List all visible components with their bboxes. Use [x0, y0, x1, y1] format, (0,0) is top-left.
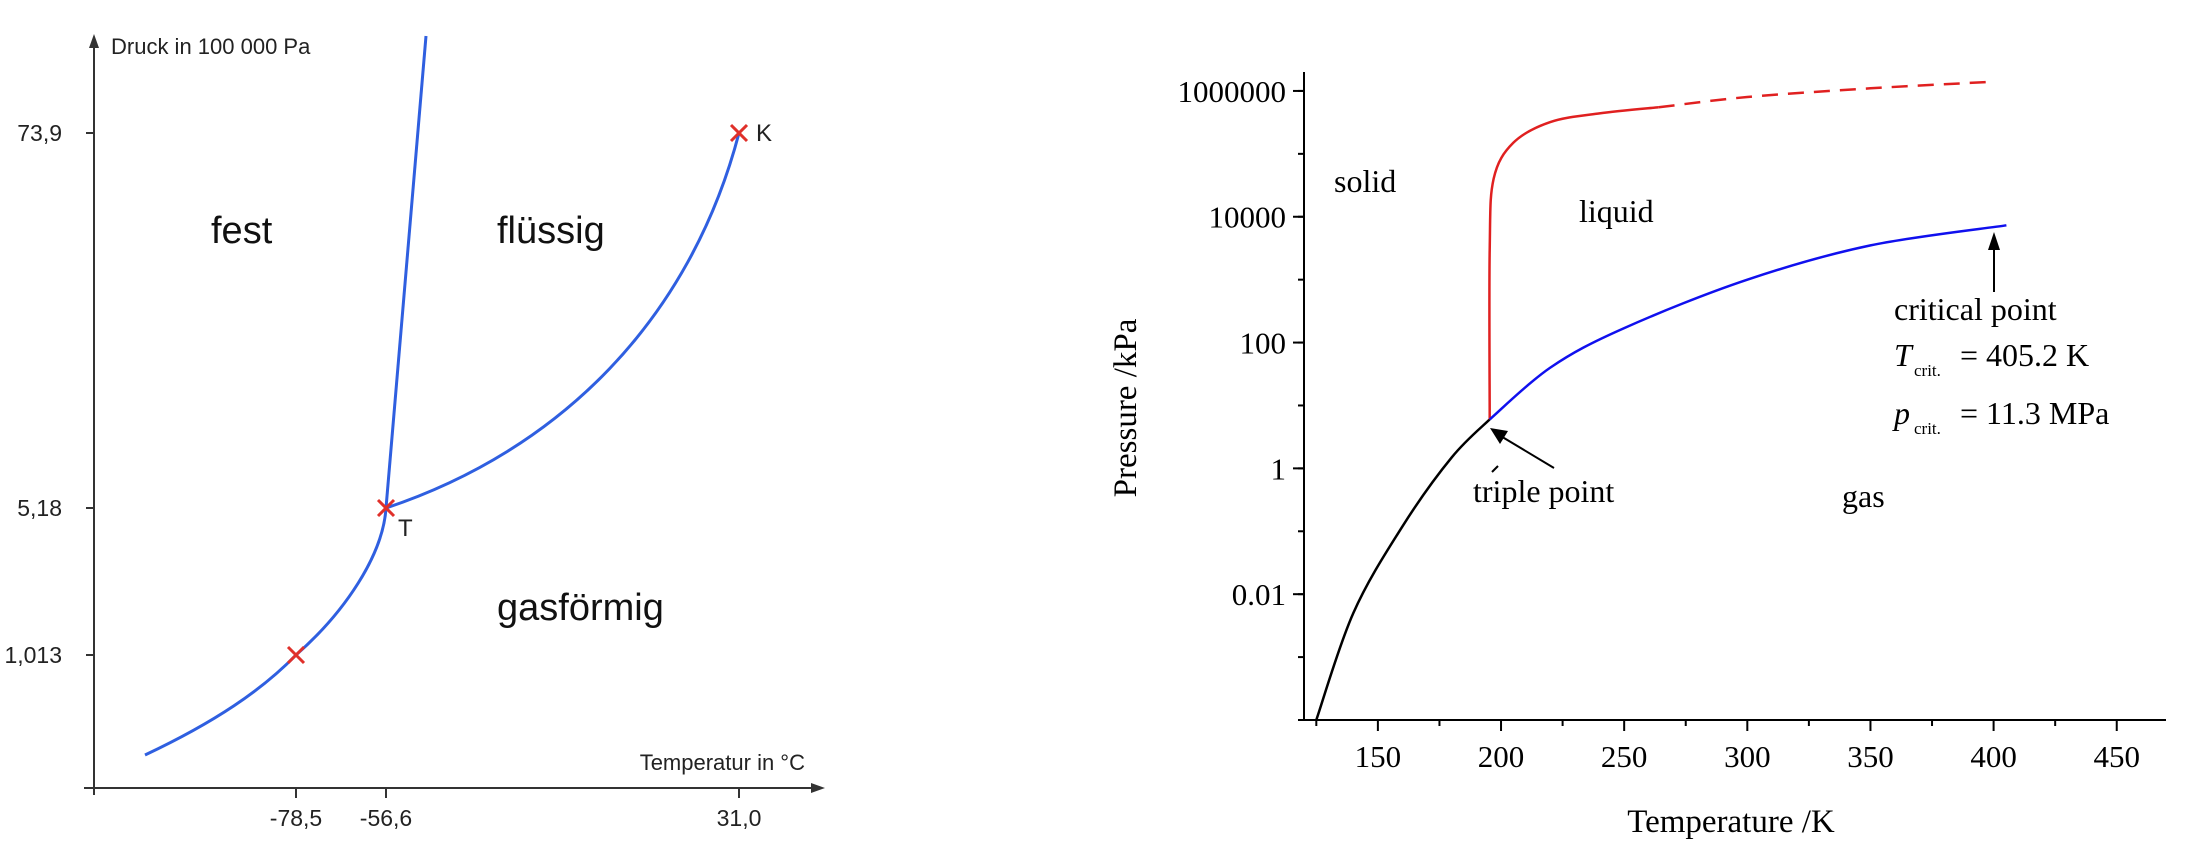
right-y-tick-label-0.01: 0.01	[1232, 577, 1286, 612]
right-x-tick-label-250: 250	[1601, 739, 1648, 774]
right-triple-point-arrowhead	[1490, 428, 1508, 444]
left-region-gas: gasförmig	[497, 587, 664, 629]
left-x-tick-label-neg78-5: -78,5	[270, 805, 322, 831]
left-vaporization-curve	[385, 132, 741, 510]
left-marker-critical-point	[729, 123, 749, 143]
left-chart-svg: Druck in 100 000 Pa Temperatur in °C 73,…	[4, 34, 825, 831]
right-y-tick-label-1: 1	[1271, 451, 1287, 486]
left-chart-panel: Druck in 100 000 Pa Temperatur in °C 73,…	[4, 34, 825, 831]
right-critical-point-label: critical point	[1894, 291, 2057, 327]
right-y-tick-label-100: 100	[1240, 326, 1287, 361]
left-melting-curve	[384, 35, 428, 509]
right-chart-content: 150 200 250 300 350 400 450 0.01 1 100 10000 100000…	[1108, 72, 2166, 840]
left-region-solid: fest	[211, 210, 273, 252]
left-sublimation-curve	[144, 507, 388, 757]
right-x-tick-label-450: 450	[2093, 739, 2140, 774]
right-pcrit-annotation: p crit. = 11.3 MPa	[1892, 395, 2109, 438]
right-series-group	[1315, 80, 2007, 721]
left-x-axis-arrow	[811, 783, 825, 793]
right-tcrit-value: = 405.2 K	[1960, 337, 2089, 373]
right-melting-curve	[1488, 106, 1659, 420]
right-pcrit-symbol: p	[1892, 395, 1910, 431]
right-tcrit-subscript: crit.	[1914, 361, 1941, 380]
right-y-axis-title: Pressure /kPa	[1108, 318, 1144, 497]
right-x-tick-label-300: 300	[1724, 739, 1771, 774]
right-triple-point-label: triple point	[1473, 473, 1614, 509]
right-vaporization-curve	[1488, 224, 2007, 421]
right-pcrit-subscript: crit.	[1914, 419, 1941, 438]
left-x-tick-label-neg56-6: -56,6	[360, 805, 412, 831]
left-x-axis-title: Temperatur in °C	[640, 750, 805, 775]
left-triple-point-label: T	[398, 515, 413, 542]
right-tcrit-annotation: T crit. = 405.2 K	[1894, 337, 2089, 380]
left-y-tick-label-5-18: 5,18	[17, 495, 62, 521]
right-x-tick-label-150: 150	[1355, 739, 1402, 774]
right-x-axis-title: Temperature /K	[1627, 804, 1835, 840]
left-chart-content: Druck in 100 000 Pa Temperatur in °C 73,…	[4, 34, 825, 831]
right-melting-curve-extrapolated	[1658, 80, 1994, 109]
right-axis-ticks: 150 200 250 300 350 400 450 0.01 1 100 10000 100000…	[1178, 74, 2140, 774]
right-triple-point-arrow-shaft	[1493, 431, 1555, 469]
right-y-tick-label-1000000: 1000000	[1178, 74, 1287, 109]
left-critical-point-label: K	[756, 120, 772, 147]
right-tcrit-symbol: T	[1894, 337, 1914, 373]
right-region-gas: gas	[1842, 478, 1885, 514]
left-marker-normal-sublimation	[286, 645, 306, 665]
left-y-axis-title: Druck in 100 000 Pa	[111, 34, 311, 59]
right-sublimation-curve	[1315, 418, 1491, 721]
left-marker-triple-point	[376, 498, 396, 518]
right-x-tick-label-200: 200	[1478, 739, 1525, 774]
right-region-liquid: liquid	[1579, 193, 1654, 229]
right-chart-svg: 150 200 250 300 350 400 450 0.01 1 100 10000 100000…	[1108, 72, 2166, 840]
right-critical-point-arrowhead	[1988, 232, 2000, 250]
left-region-liquid: flüssig	[497, 210, 605, 252]
right-x-tick-label-400: 400	[1970, 739, 2017, 774]
left-x-tick-label-31-0: 31,0	[717, 805, 762, 831]
right-x-tick-label-350: 350	[1847, 739, 1894, 774]
right-region-solid: solid	[1334, 163, 1396, 199]
right-triple-point-arrow	[1491, 465, 1499, 473]
left-y-axis-arrow	[89, 34, 99, 48]
right-chart-panel: 150 200 250 300 350 400 450 0.01 1 100 10000 100000…	[1094, 0, 2188, 854]
right-pcrit-value: = 11.3 MPa	[1960, 395, 2109, 431]
left-y-tick-label-73-9: 73,9	[17, 120, 62, 146]
right-y-tick-label-10000: 10000	[1209, 200, 1287, 235]
left-y-tick-label-1-013: 1,013	[4, 642, 62, 668]
